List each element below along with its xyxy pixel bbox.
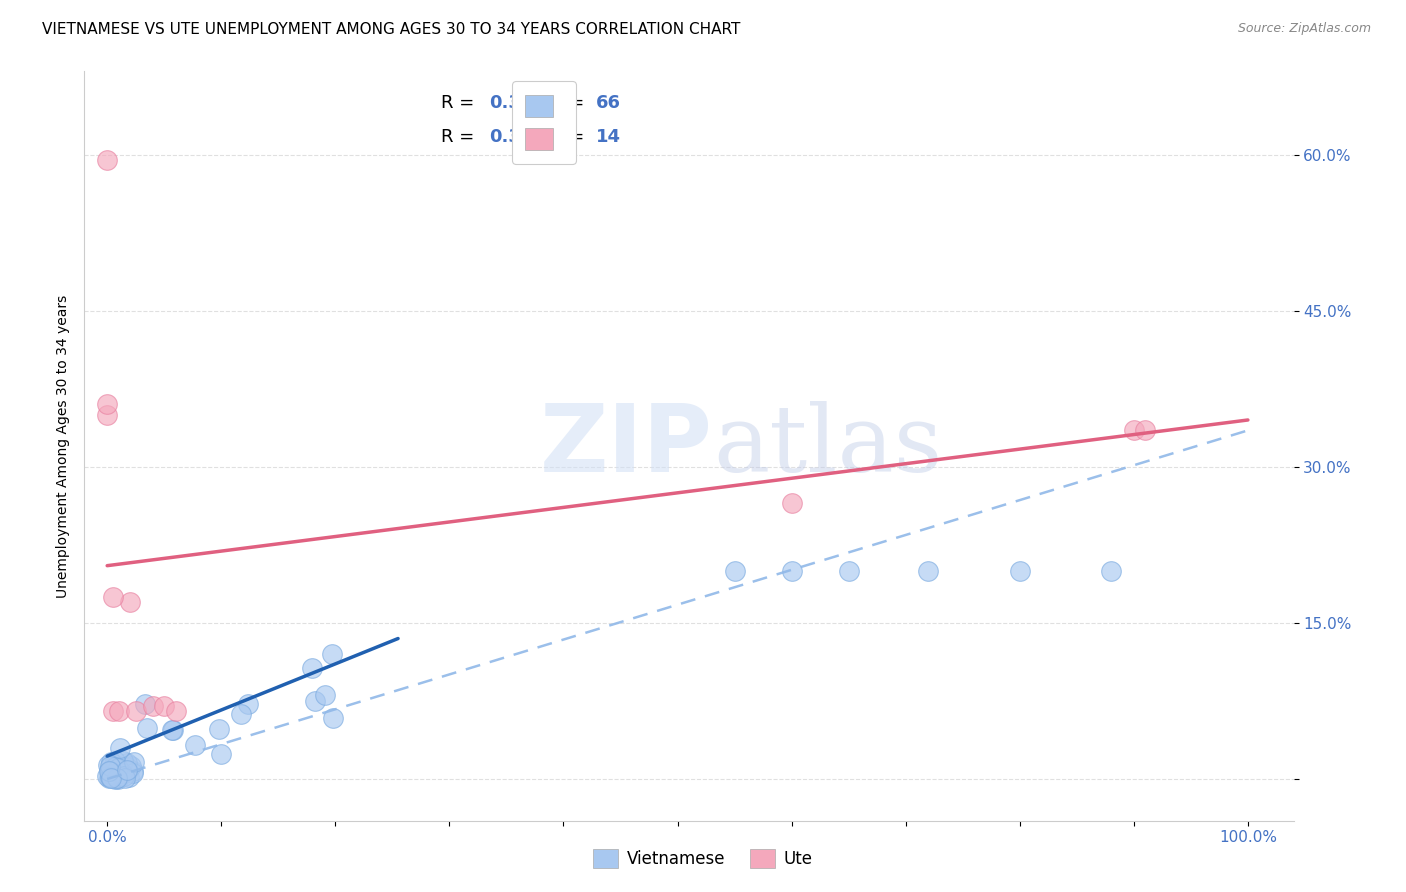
- Point: [97, 758, 120, 772]
- Point: [301, 661, 323, 675]
- Text: N =: N =: [550, 94, 583, 112]
- Point: [122, 755, 145, 769]
- Text: VIETNAMESE VS UTE UNEMPLOYMENT AMONG AGES 30 TO 34 YEARS CORRELATION CHART: VIETNAMESE VS UTE UNEMPLOYMENT AMONG AGE…: [42, 22, 741, 37]
- Point: [838, 564, 860, 578]
- Text: 14: 14: [596, 128, 621, 146]
- Point: [115, 756, 138, 770]
- Point: [107, 772, 129, 786]
- Point: [103, 762, 125, 776]
- Point: [136, 721, 159, 735]
- Point: [142, 699, 165, 714]
- Point: [103, 770, 125, 784]
- Point: [122, 764, 145, 778]
- Point: [118, 770, 141, 784]
- Point: [121, 766, 143, 780]
- Point: [104, 758, 127, 772]
- Point: [98, 771, 121, 785]
- Point: [112, 769, 135, 783]
- Point: [314, 688, 336, 702]
- Point: [160, 723, 183, 737]
- Point: [103, 759, 125, 773]
- Point: [101, 590, 124, 604]
- Point: [97, 764, 120, 778]
- Point: [104, 760, 127, 774]
- Text: R =: R =: [441, 94, 474, 112]
- Point: [107, 705, 129, 719]
- Point: [1122, 424, 1144, 438]
- Point: [100, 763, 122, 777]
- Point: [304, 694, 326, 708]
- Point: [111, 754, 134, 768]
- Point: [104, 772, 127, 786]
- Point: [103, 771, 125, 785]
- Text: N =: N =: [550, 128, 583, 146]
- Point: [118, 595, 141, 609]
- Point: [105, 771, 128, 785]
- Point: [98, 764, 121, 778]
- Point: [100, 764, 122, 778]
- Point: [780, 496, 803, 510]
- Point: [184, 739, 207, 753]
- Point: [153, 699, 176, 714]
- Point: [110, 768, 132, 782]
- Point: [322, 711, 344, 725]
- Point: [98, 759, 121, 773]
- Point: [105, 758, 128, 772]
- Point: [917, 564, 939, 578]
- Point: [236, 697, 259, 711]
- Point: [229, 706, 252, 721]
- Point: [110, 741, 132, 756]
- Point: [207, 722, 229, 736]
- Point: [101, 767, 124, 781]
- Point: [117, 764, 139, 778]
- Point: [162, 723, 184, 738]
- Point: [100, 769, 122, 783]
- Point: [111, 766, 134, 780]
- Point: [96, 153, 118, 167]
- Text: atlas: atlas: [713, 401, 942, 491]
- Text: 66: 66: [596, 94, 621, 112]
- Point: [96, 408, 118, 422]
- Point: [114, 771, 136, 785]
- Point: [117, 763, 139, 777]
- Point: [1008, 564, 1031, 578]
- Point: [104, 754, 127, 768]
- Point: [98, 767, 121, 781]
- Text: 0.310: 0.310: [489, 128, 547, 146]
- Point: [107, 761, 129, 775]
- Point: [115, 760, 138, 774]
- Point: [96, 769, 118, 783]
- Point: [101, 705, 124, 719]
- Point: [100, 768, 122, 782]
- Point: [120, 758, 142, 772]
- Point: [97, 764, 120, 778]
- Point: [134, 698, 156, 712]
- Point: [108, 767, 131, 781]
- Point: [115, 764, 138, 778]
- Point: [104, 771, 127, 785]
- Point: [100, 771, 122, 785]
- Text: Source: ZipAtlas.com: Source: ZipAtlas.com: [1237, 22, 1371, 36]
- Text: R =: R =: [441, 128, 474, 146]
- Point: [209, 747, 232, 761]
- Y-axis label: Unemployment Among Ages 30 to 34 years: Unemployment Among Ages 30 to 34 years: [56, 294, 70, 598]
- Text: 0.309: 0.309: [489, 94, 547, 112]
- Point: [100, 756, 122, 770]
- Point: [1135, 424, 1157, 438]
- Point: [165, 705, 187, 719]
- Point: [96, 397, 118, 411]
- Point: [321, 647, 343, 661]
- Point: [1099, 564, 1122, 578]
- Legend: Vietnamese, Ute: Vietnamese, Ute: [586, 842, 820, 875]
- Point: [98, 771, 121, 785]
- Point: [780, 564, 803, 578]
- Text: ZIP: ZIP: [540, 400, 713, 492]
- Point: [723, 564, 745, 578]
- Point: [125, 705, 148, 719]
- Legend: , : ,: [512, 81, 576, 164]
